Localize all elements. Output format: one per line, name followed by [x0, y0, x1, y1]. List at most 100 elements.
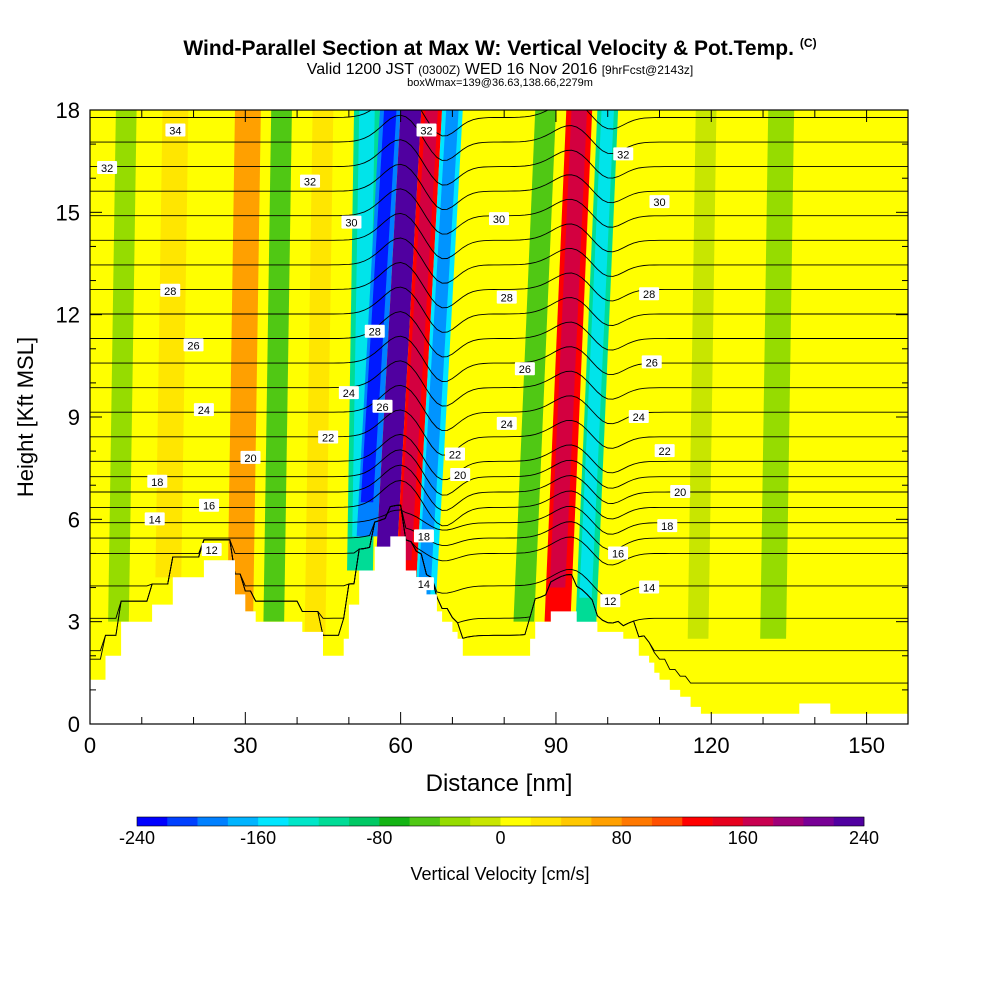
valid-date: WED 16 Nov 2016	[464, 61, 598, 78]
colorbar-swatch	[137, 817, 168, 826]
isentrope-label: 20	[450, 467, 471, 482]
velocity-band	[304, 110, 334, 639]
isentrope-label: 26	[514, 362, 535, 376]
isentrope-label-text: 28	[643, 289, 655, 301]
isentrope-line	[90, 237, 908, 284]
isentrope-label-text: 22	[449, 450, 461, 462]
isentrope-label-text: 18	[151, 477, 163, 489]
x-tick-label: 150	[848, 733, 885, 758]
isentrope-label-text: 24	[633, 412, 645, 424]
colorbar-swatch	[561, 817, 592, 826]
isentrope-label-text: 24	[501, 419, 513, 431]
isentrope-label: 28	[639, 287, 660, 301]
isentrope-label: 24	[338, 386, 359, 400]
isentrope-label: 12	[201, 543, 222, 557]
isentrope-label: 34	[165, 123, 186, 137]
colorbar-swatch	[197, 817, 229, 826]
chart-title: Wind-Parallel Section at Max W: Vertical…	[0, 36, 1000, 61]
y-tick-label: 15	[56, 200, 80, 225]
box-wmax-info: boxWmax=139@36.63,138.66,2279m	[407, 77, 593, 89]
colorbar-swatch	[773, 817, 804, 826]
isentrope-label: 26	[372, 399, 393, 414]
isentrope-label-text: 22	[322, 432, 334, 444]
y-tick-label: 0	[68, 712, 80, 737]
isentrope-label-text: 22	[659, 446, 671, 458]
velocity-band	[108, 110, 137, 622]
isentrope-label-text: 32	[304, 177, 316, 189]
colorbar: -240 -160 -80 0 80 160 240	[119, 816, 879, 848]
isentrope-line	[90, 409, 908, 456]
isentrope-label: 18	[413, 529, 434, 543]
isentrope-label: 22	[444, 447, 465, 462]
isentrope-label: 20	[670, 485, 691, 499]
isentrope-line	[90, 504, 908, 551]
isentrope-label-text: 12	[206, 545, 218, 557]
isentrope-label: 24	[496, 416, 517, 431]
colorbar-tick-label: -80	[366, 828, 392, 848]
terrain	[90, 536, 908, 724]
x-axis-label: Distance [nm]	[426, 770, 573, 797]
isentrope-line	[90, 360, 908, 407]
isentrope-label-text: 14	[149, 514, 161, 526]
isentrope-line	[90, 505, 908, 535]
x-axis: 0 30 60 90 120 150	[84, 110, 885, 758]
isentrope-label: 32	[300, 174, 321, 189]
isentrope-label-text: 16	[612, 548, 624, 560]
colorbar-swatch	[742, 817, 774, 826]
velocity-core	[417, 110, 459, 598]
forecast-info: [9hrFcst@2143z]	[601, 63, 694, 77]
colorbar-swatch	[470, 817, 501, 826]
colorbar-swatch	[379, 817, 410, 826]
colorbar-tick-label: 80	[612, 828, 632, 848]
isentrope-line	[90, 384, 908, 432]
colorbar-swatch	[712, 817, 744, 826]
isentrope-label: 32	[613, 147, 634, 161]
isentrope-label-text: 32	[617, 149, 629, 161]
copyright-mark: (C)	[799, 36, 817, 50]
colorbar-swatch	[591, 817, 622, 826]
x-tick-label: 30	[233, 733, 257, 758]
isentrope-line	[90, 212, 908, 260]
isentrope-label-text: 30	[345, 218, 357, 230]
colorbar-swatch	[621, 817, 653, 826]
isentrope-label-text: 14	[643, 583, 655, 595]
isentrope-label: 28	[496, 290, 517, 305]
isentrope-label-text: 18	[661, 521, 673, 533]
isentrope-label: 32	[97, 160, 118, 175]
velocity-band	[155, 110, 189, 578]
velocity-band	[760, 110, 795, 639]
isentrope-label-text: 32	[101, 163, 113, 175]
colorbar-swatch	[500, 817, 532, 826]
isentrope-line	[90, 433, 908, 481]
isentrope-label-text: 32	[420, 125, 432, 137]
isentrope-label-text: 26	[646, 357, 658, 369]
isentrope-line	[90, 110, 908, 137]
isentrope-line	[90, 464, 908, 511]
y-tick-label: 12	[56, 303, 80, 328]
isentrope-line	[90, 335, 908, 382]
isentrope-label: 24	[628, 410, 649, 424]
isentrope-line	[90, 449, 908, 496]
colorbar-tick-label: -240	[119, 828, 155, 848]
isentrope-label: 18	[657, 519, 678, 533]
valid-time: Valid 1200 JST	[306, 61, 414, 78]
y-axis-label: Height [Kft MSL]	[13, 337, 38, 497]
x-tick-label: 60	[388, 733, 412, 758]
isentrope-label-text: 20	[244, 453, 256, 465]
chart-subtitle: Valid 1200 JST (0300Z) WED 16 Nov 2016 […	[0, 61, 1000, 79]
chart-title-text: Wind-Parallel Section at Max W: Vertical…	[183, 37, 794, 60]
x-tick-label: 120	[693, 733, 730, 758]
velocity-core	[360, 110, 397, 503]
isentrope-label-text: 34	[169, 125, 181, 137]
isentrope-label-text: 16	[203, 501, 215, 513]
colorbar-tick-label: -160	[240, 828, 276, 848]
colorbar-tick-label: 160	[728, 828, 758, 848]
isentrope-label: 18	[147, 474, 168, 489]
isentrope-label-text: 12	[604, 596, 616, 608]
isentrope-contours	[90, 110, 908, 684]
isentrope-label: 30	[649, 195, 670, 209]
isentrope-label: 32	[416, 123, 437, 137]
isentrope-label: 16	[199, 498, 220, 513]
velocity-band	[263, 110, 292, 622]
